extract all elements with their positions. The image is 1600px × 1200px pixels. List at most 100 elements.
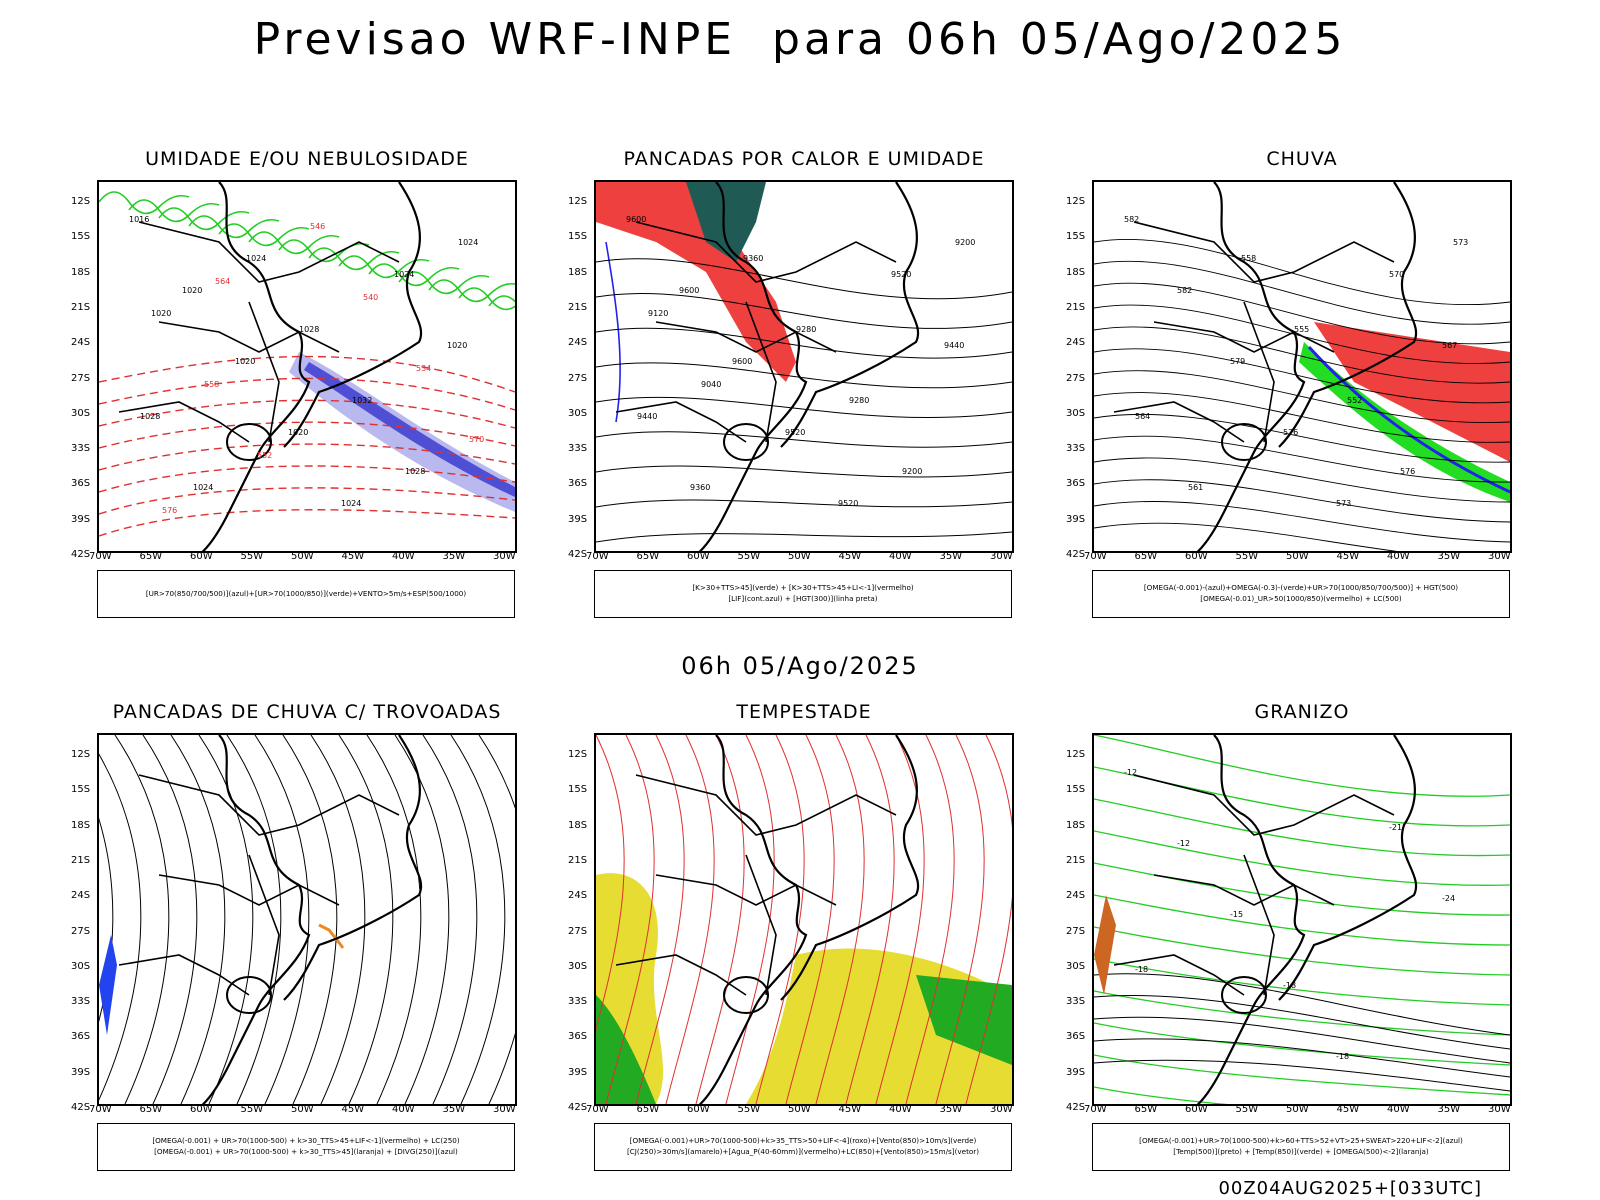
lon-tick-label: 70W xyxy=(1084,551,1107,562)
contour-value-label: 1024 xyxy=(193,483,213,492)
lat-tick-label: 15S xyxy=(1066,784,1086,796)
humidity-contour xyxy=(368,263,460,287)
state-border xyxy=(1133,774,1395,836)
wind-streamline xyxy=(905,735,955,1104)
contour-value-label: 1020 xyxy=(447,341,467,350)
thickness-contour xyxy=(99,399,515,429)
contour-value-label: 564 xyxy=(1135,412,1150,421)
legend-line: [OMEGA(-0.001)+UR>70(1000-500)+k>35_TTS>… xyxy=(629,1136,977,1145)
humidity-contour xyxy=(248,231,340,255)
temp850-contour xyxy=(1094,735,1510,797)
lat-tick-label: 24S xyxy=(1066,337,1086,349)
state-border xyxy=(138,774,400,836)
contour-value-label: 1020 xyxy=(288,428,308,437)
streamline xyxy=(366,735,422,1104)
humidity-core-area xyxy=(304,362,515,497)
lon-tick-label: 55W xyxy=(240,551,264,562)
state-border xyxy=(635,774,897,836)
lon-tick-label: 65W xyxy=(636,1104,660,1115)
lon-tick-label: 30W xyxy=(493,1104,516,1115)
contour-value-label: 567 xyxy=(1442,341,1457,350)
state-border xyxy=(1153,874,1335,906)
state-border xyxy=(248,301,280,443)
lon-tick-label: 30W xyxy=(990,551,1013,562)
wind-streamline xyxy=(785,735,835,1104)
geopotential-contour xyxy=(1094,326,1510,384)
coastline xyxy=(201,735,311,1104)
temp850-contour xyxy=(1094,830,1510,886)
lon-tick-label: 70W xyxy=(89,551,112,562)
temp850-contour xyxy=(1094,958,1510,1006)
lat-tick-label: 30S xyxy=(568,960,588,972)
legend-line: [OMEGA(-0.001) + UR>70(1000-500) + k>30_… xyxy=(152,1136,460,1145)
lat-tick-label: 39S xyxy=(568,513,588,525)
lat-tick-label: 27S xyxy=(71,925,91,937)
forecast-map-2: 9600 9600 9600 9520 9520 9520 9440 9440 9360 9360… xyxy=(594,180,1014,553)
coastline-east xyxy=(1278,735,1417,1001)
map-canvas: 582 582 579 576 573 570 567 564 561 558 555 552 576 5… xyxy=(1094,182,1510,551)
lat-tick-label: 39S xyxy=(71,1066,91,1078)
coastline-east xyxy=(780,182,919,448)
lon-tick-label: 55W xyxy=(1235,551,1259,562)
contour-value-label: 9360 xyxy=(743,254,763,263)
lat-tick-label: 21S xyxy=(568,301,588,313)
lat-tick-label: 24S xyxy=(1066,890,1086,902)
humidity-contour xyxy=(188,215,280,239)
lat-tick-label: 24S xyxy=(71,337,91,349)
uruguay-outline xyxy=(723,976,769,1014)
lat-tick-label: 15S xyxy=(568,231,588,243)
lat-tick-label: 12S xyxy=(71,749,91,760)
state-border xyxy=(655,321,837,353)
lon-tick-label: 45W xyxy=(1336,1104,1360,1115)
contour-value-label: 9600 xyxy=(732,357,752,366)
coastline xyxy=(1196,735,1306,1104)
contour-value-label: 576 xyxy=(1400,467,1415,476)
omega-orange-area xyxy=(1094,895,1116,995)
thickness-contour xyxy=(99,377,515,411)
geopotential-contour xyxy=(1094,370,1510,424)
panel-legend-5: [OMEGA(-0.001)+UR>70(1000-500)+k>35_TTS>… xyxy=(594,1123,1012,1171)
state-border xyxy=(615,954,747,996)
lon-tick-label: 35W xyxy=(442,1104,466,1115)
thunder-orange-area xyxy=(318,923,345,949)
coastline xyxy=(698,182,808,551)
humidity-contour xyxy=(99,191,190,215)
lat-tick-label: 15S xyxy=(568,784,588,796)
thickness-contour xyxy=(99,509,515,537)
streamline xyxy=(394,735,450,1104)
lat-tick-label: 39S xyxy=(1066,513,1086,525)
divergence-blue-area xyxy=(99,935,117,1035)
streamline xyxy=(282,735,338,1104)
lat-tick-label: 33S xyxy=(1066,996,1086,1008)
contour-value-label: 9600 xyxy=(679,286,699,295)
panel-legend-2: [K>30+TTS>45](verde) + [K>30+TTS>45+LI<-… xyxy=(594,570,1012,618)
lat-tick-label: 42S xyxy=(71,549,91,560)
wind-streamline xyxy=(965,735,1012,1104)
contour-value-label: 564 xyxy=(215,277,230,286)
forecast-map-1: 1016 1020 1020 1020 1024 1024 1020 1028 1024 1024… xyxy=(97,180,517,553)
contour-value-label: 1028 xyxy=(405,467,425,476)
contour-value-label: 582 xyxy=(1124,215,1139,224)
contour-value-label: -18 xyxy=(1135,965,1148,974)
temp500-contour xyxy=(1094,1016,1510,1064)
lon-tick-label: 35W xyxy=(939,1104,963,1115)
lon-tick-label: 40W xyxy=(1387,551,1410,562)
contour-value-label: 1024 xyxy=(341,499,361,508)
forecast-map-3: 582 582 579 576 573 570 567 564 561 558 555 552 576 5… xyxy=(1092,180,1512,553)
run-id-label: 00Z04AUG2025+[033UTC] xyxy=(1218,1178,1482,1199)
contour-value-label: 570 xyxy=(469,435,484,444)
temp850-contour xyxy=(1094,990,1510,1036)
temp850-contour xyxy=(1094,1086,1229,1104)
lat-tick-label: 18S xyxy=(568,819,588,831)
lat-tick-label: 42S xyxy=(1066,549,1086,560)
coastline xyxy=(201,182,311,551)
lat-tick-label: 15S xyxy=(71,784,91,796)
lon-tick-label: 70W xyxy=(586,551,609,562)
lon-tick-label: 45W xyxy=(341,1104,365,1115)
streamline xyxy=(310,735,366,1104)
lat-tick-label: 24S xyxy=(568,890,588,902)
rain-red-area xyxy=(1314,322,1510,462)
lon-tick-label: 50W xyxy=(291,551,314,562)
lon-tick-label: 45W xyxy=(838,1104,862,1115)
lat-tick-label: 33S xyxy=(568,996,588,1008)
